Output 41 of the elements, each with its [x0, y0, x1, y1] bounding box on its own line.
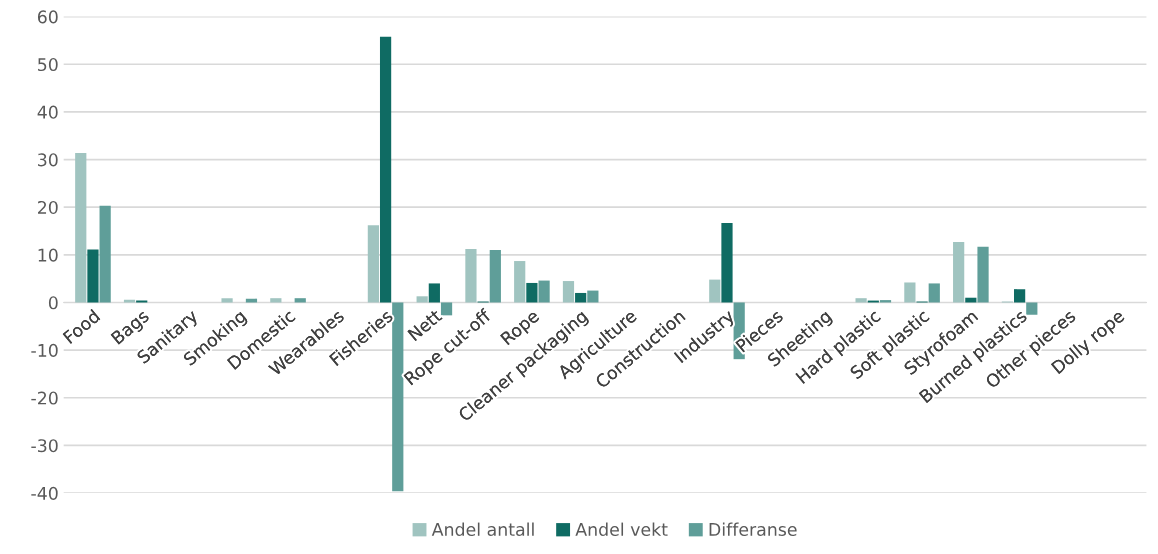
bar: [587, 290, 599, 303]
bar: [270, 298, 282, 303]
y-tick-label: 40: [37, 105, 58, 119]
bar: [538, 280, 550, 303]
bar: [294, 298, 306, 303]
y-tick-label: 20: [38, 200, 58, 215]
y-tick-label: -20: [31, 391, 58, 405]
bar: [221, 298, 233, 303]
bar: [87, 249, 99, 303]
y-tick-label: 0: [48, 296, 58, 310]
bar: [526, 282, 538, 303]
bar: [928, 283, 940, 303]
bar: [1014, 289, 1026, 303]
y-tick-label: -30: [31, 439, 58, 453]
bar: [416, 296, 428, 303]
bar: [392, 302, 404, 492]
bar: [514, 261, 526, 303]
legend-label: Differanse: [709, 522, 797, 537]
y-tick-label: 50: [38, 57, 58, 72]
bar: [904, 282, 916, 303]
bar: [465, 249, 477, 303]
y-tick-label: -10: [31, 343, 58, 357]
bar: [709, 279, 721, 303]
bar: [489, 250, 501, 303]
y-tick-label: 10: [38, 248, 58, 262]
bar: [428, 283, 440, 303]
bar: [575, 292, 587, 303]
y-tick-label: -40: [31, 486, 58, 500]
bar: [953, 241, 965, 303]
bar: [977, 246, 989, 303]
y-tick-label: 60: [37, 10, 58, 24]
bar: [99, 205, 111, 303]
bar: [562, 281, 575, 303]
bar: [721, 222, 733, 303]
bar: [75, 152, 87, 303]
bar: [855, 298, 867, 303]
y-tick-label: 30: [38, 153, 58, 167]
bar: [367, 225, 379, 303]
legend-label: Andel antall: [431, 522, 534, 537]
legend-label: Andel vekt: [575, 522, 668, 537]
bar: [379, 36, 392, 303]
